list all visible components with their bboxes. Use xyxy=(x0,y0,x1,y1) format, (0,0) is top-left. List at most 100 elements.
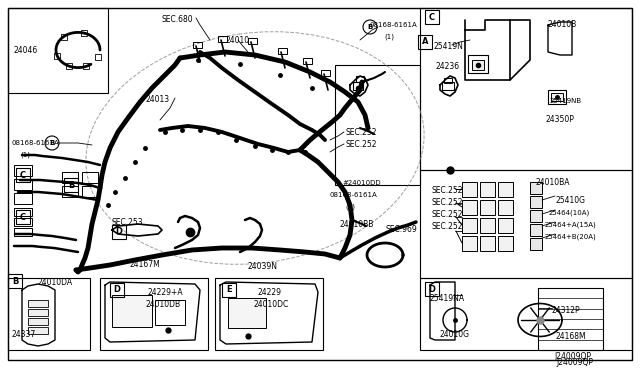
Text: 24350P: 24350P xyxy=(545,115,574,124)
Bar xyxy=(155,300,185,325)
Text: 25419NA: 25419NA xyxy=(430,294,465,303)
Text: 25419NB: 25419NB xyxy=(550,98,582,104)
Bar xyxy=(480,200,495,215)
Bar xyxy=(462,200,477,215)
Text: 24046: 24046 xyxy=(14,46,38,55)
Text: B: B xyxy=(12,276,18,285)
Text: 08168-6161A: 08168-6161A xyxy=(330,192,378,198)
Text: E: E xyxy=(226,285,232,295)
Text: 24168M: 24168M xyxy=(556,332,587,341)
Bar xyxy=(110,283,124,297)
Text: 08168-6161A: 08168-6161A xyxy=(12,140,60,146)
Bar xyxy=(14,228,32,236)
Bar xyxy=(16,210,30,224)
Text: 24010DA: 24010DA xyxy=(38,278,73,287)
Bar xyxy=(530,238,542,250)
Text: SEC.252: SEC.252 xyxy=(432,198,463,207)
Bar xyxy=(54,53,60,59)
Text: 24039N: 24039N xyxy=(248,262,278,271)
Text: 24010BB: 24010BB xyxy=(340,220,374,229)
Text: 24229: 24229 xyxy=(258,288,282,297)
Text: C: C xyxy=(20,170,26,180)
Bar xyxy=(353,82,363,90)
Text: SEC.969: SEC.969 xyxy=(385,225,417,234)
Text: D: D xyxy=(429,285,435,294)
Bar xyxy=(538,288,603,350)
Bar xyxy=(468,55,488,73)
Text: 24229+A: 24229+A xyxy=(148,288,184,297)
Text: 25464+A(15A): 25464+A(15A) xyxy=(545,222,596,228)
Bar xyxy=(425,10,439,24)
Bar xyxy=(462,236,477,251)
Text: C: C xyxy=(429,13,435,22)
Text: (1): (1) xyxy=(384,34,394,41)
Text: B: B xyxy=(49,140,54,146)
Text: D: D xyxy=(113,285,120,295)
Text: 24010: 24010 xyxy=(225,36,249,45)
Text: D: D xyxy=(115,228,122,237)
Bar xyxy=(480,218,495,233)
Bar xyxy=(61,34,67,40)
Bar xyxy=(480,182,495,197)
Text: 24337: 24337 xyxy=(12,330,36,339)
Text: SEC.252: SEC.252 xyxy=(432,210,463,219)
Text: (1): (1) xyxy=(345,204,355,211)
Bar xyxy=(420,170,632,278)
Text: 25464(10A): 25464(10A) xyxy=(549,210,590,217)
Bar xyxy=(218,36,227,42)
Text: 24010G: 24010G xyxy=(440,330,470,339)
Bar xyxy=(425,282,439,296)
Bar xyxy=(303,58,312,64)
Text: 24236: 24236 xyxy=(435,62,459,71)
Text: 24010BA: 24010BA xyxy=(535,178,570,187)
Text: 25464+B(20A): 25464+B(20A) xyxy=(545,234,596,241)
Text: SEC.252: SEC.252 xyxy=(346,140,378,149)
Bar xyxy=(14,208,32,216)
Bar xyxy=(95,54,101,60)
Bar xyxy=(14,165,32,176)
Text: 24010B: 24010B xyxy=(548,20,577,29)
Text: SEC.680: SEC.680 xyxy=(162,15,194,24)
Bar xyxy=(530,210,542,222)
Bar xyxy=(81,30,87,36)
Bar xyxy=(444,78,452,83)
Bar xyxy=(321,70,330,76)
Bar xyxy=(228,298,266,328)
Text: A: A xyxy=(422,38,428,46)
Text: #24010DD: #24010DD xyxy=(342,180,381,186)
Text: 24010DC: 24010DC xyxy=(254,300,289,309)
Bar xyxy=(480,236,495,251)
Bar xyxy=(278,48,287,54)
Bar xyxy=(215,278,323,350)
Text: J24009QP: J24009QP xyxy=(556,358,593,367)
Bar xyxy=(248,38,257,44)
Text: 24013: 24013 xyxy=(145,95,169,104)
Bar xyxy=(222,283,236,297)
Text: (1): (1) xyxy=(20,152,30,158)
Text: SEC.253: SEC.253 xyxy=(112,218,143,227)
Bar xyxy=(62,172,78,183)
Bar xyxy=(8,8,108,93)
Bar xyxy=(420,8,632,170)
Text: J24009QP: J24009QP xyxy=(554,352,591,361)
Bar xyxy=(551,93,563,101)
Text: SEC.252: SEC.252 xyxy=(432,186,463,195)
Bar xyxy=(356,76,364,82)
Bar xyxy=(16,168,30,182)
Text: 24010DB: 24010DB xyxy=(145,300,180,309)
Bar xyxy=(14,193,32,204)
Bar xyxy=(498,236,513,251)
Bar xyxy=(28,318,48,325)
Bar xyxy=(8,278,90,350)
Bar xyxy=(498,218,513,233)
Bar xyxy=(462,182,477,197)
Bar xyxy=(66,63,72,69)
Text: 25419N: 25419N xyxy=(433,42,463,51)
Bar xyxy=(8,274,22,288)
Bar xyxy=(530,196,542,208)
Bar xyxy=(14,218,32,226)
Bar xyxy=(112,295,152,327)
Text: 24167M: 24167M xyxy=(130,260,161,269)
Bar xyxy=(418,35,432,49)
Bar xyxy=(335,65,420,185)
